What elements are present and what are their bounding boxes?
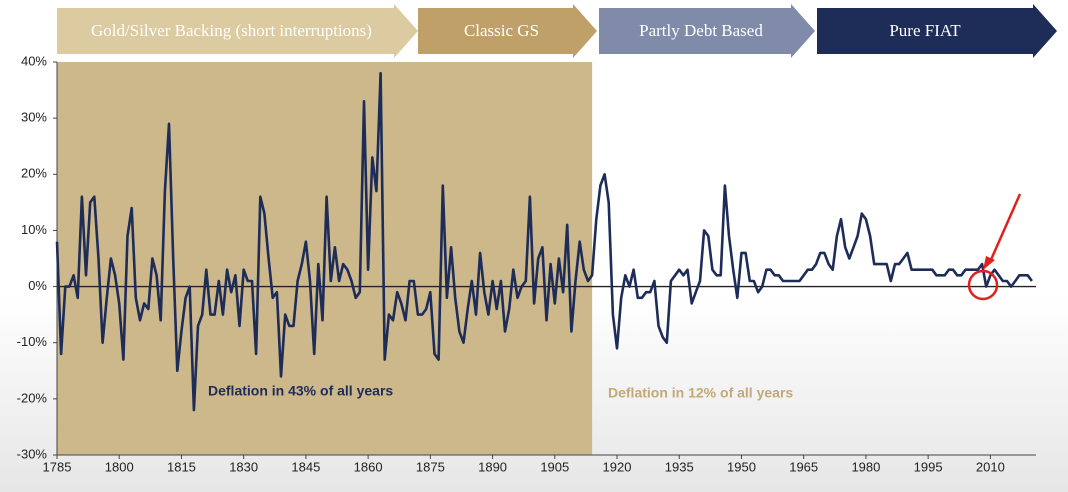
series-line <box>55 71 1033 412</box>
era-banner <box>57 4 418 58</box>
x-tick-label: 1935 <box>665 459 694 474</box>
x-tick-label: 1965 <box>789 459 818 474</box>
x-tick-label: 1845 <box>291 459 320 474</box>
highlight-circle <box>967 269 999 301</box>
highlight-arrow-head <box>983 256 995 270</box>
x-tick-label: 1950 <box>727 459 756 474</box>
era-banner <box>817 4 1057 58</box>
x-tick-label: 1860 <box>354 459 383 474</box>
highlight-arrow <box>988 193 1022 263</box>
era-banner-label: Classic GS <box>464 21 539 40</box>
era-banner-label: Pure FIAT <box>889 21 961 40</box>
era-banner <box>599 4 815 58</box>
x-tick-label: 1875 <box>416 459 445 474</box>
era-banner-label: Gold/Silver Backing (short interruptions… <box>91 21 372 40</box>
x-tick-label: 1815 <box>167 459 196 474</box>
x-tick-label: 1800 <box>105 459 134 474</box>
x-tick-label: 1890 <box>478 459 507 474</box>
era-banner <box>418 4 597 58</box>
x-tick-label: 1995 <box>914 459 943 474</box>
y-tick-label: -20% <box>17 390 48 405</box>
y-tick-label: 40% <box>21 53 47 68</box>
x-tick-label: 1905 <box>540 459 569 474</box>
y-tick-label: 30% <box>21 110 47 125</box>
x-tick-label: 1980 <box>851 459 880 474</box>
y-tick-label: -10% <box>17 334 48 349</box>
y-tick-label: 0% <box>28 278 47 293</box>
x-tick-label: 1830 <box>229 459 258 474</box>
annotation: Deflation in 12% of all years <box>608 385 793 401</box>
annotation: Deflation in 43% of all years <box>208 383 393 399</box>
era-banner-label: Partly Debt Based <box>639 21 763 40</box>
x-tick-label: 1920 <box>603 459 632 474</box>
y-tick-label: -30% <box>17 446 48 461</box>
x-tick-label: 1785 <box>43 459 72 474</box>
y-tick-label: 10% <box>21 222 47 237</box>
x-tick-label: 2010 <box>976 459 1005 474</box>
y-tick-label: 20% <box>21 166 47 181</box>
